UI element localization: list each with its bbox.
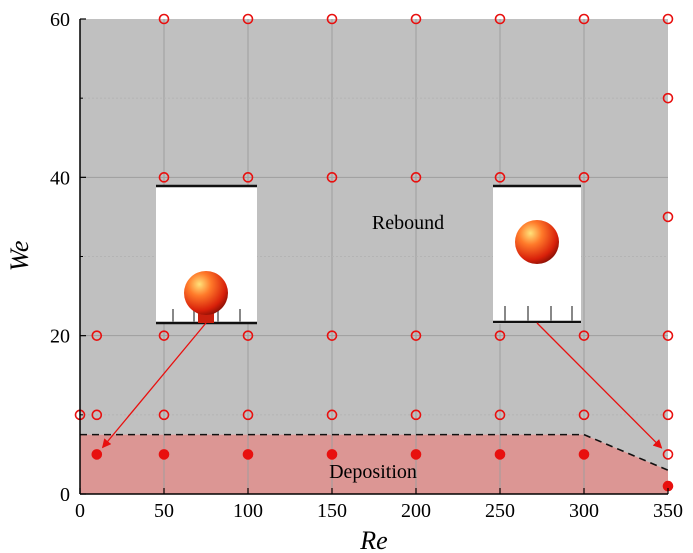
data-point-rebound [326, 172, 338, 183]
data-point-rebound [158, 330, 170, 341]
region-rebound [80, 19, 668, 471]
data-point-deposition [158, 449, 170, 460]
data-point-rebound [242, 13, 254, 25]
y-tick-label: 20 [50, 326, 70, 348]
data-point-deposition [410, 449, 422, 460]
data-point-rebound [494, 172, 506, 183]
data-point-rebound [662, 13, 674, 25]
data-point-rebound [326, 409, 338, 421]
droplet-icon [515, 220, 559, 264]
x-tick-label: 0 [75, 500, 85, 522]
data-point-rebound [662, 92, 674, 104]
data-point-rebound [410, 13, 422, 25]
data-point-rebound [662, 330, 674, 341]
x-tick-label: 350 [653, 500, 683, 522]
x-tick-label: 150 [317, 500, 347, 522]
region-label-rebound: Rebound [372, 212, 444, 234]
x-tick-label: 100 [233, 500, 263, 522]
data-point-rebound [242, 330, 254, 341]
x-tick-label: 50 [154, 500, 174, 522]
data-point-rebound [662, 409, 674, 421]
data-point-rebound [242, 172, 254, 183]
data-point-deposition [326, 449, 338, 460]
pillars-2 [504, 306, 573, 321]
data-point-rebound [494, 13, 506, 25]
arrow-inset-rebound [536, 322, 663, 449]
x-tick-label: 200 [401, 500, 431, 522]
region-deposition [80, 434, 668, 494]
data-point-rebound [326, 330, 338, 341]
data-point-rebound [91, 330, 103, 341]
x-tick-label: 250 [485, 500, 515, 522]
data-point-rebound [91, 409, 103, 421]
regions-layer [80, 19, 668, 494]
data-point-rebound [158, 409, 170, 421]
data-point-rebound [242, 409, 254, 421]
points-layer [74, 13, 674, 492]
inset-deposition [156, 184, 257, 325]
data-point-rebound [578, 409, 590, 421]
y-tick-label: 40 [50, 167, 70, 189]
data-point-deposition [242, 449, 254, 460]
x-axis-title: Re [359, 526, 387, 553]
data-point-rebound [578, 13, 590, 25]
y-axis-title: We [5, 241, 34, 272]
data-point-rebound [326, 13, 338, 25]
x-tick-label: 300 [569, 500, 599, 522]
data-point-rebound [494, 330, 506, 341]
data-point-deposition [578, 449, 590, 460]
data-point-rebound [662, 449, 674, 460]
data-point-deposition [91, 449, 103, 460]
data-point-deposition [494, 449, 506, 460]
y-tick-label: 0 [60, 484, 70, 506]
inset-rebound [493, 184, 581, 324]
phase-boundary-line [80, 433, 669, 471]
insets-layer [156, 184, 581, 325]
ticks-layer: 0 50 100 150 200 250 300 350 0 20 40 60 [50, 9, 683, 522]
data-point-rebound [494, 409, 506, 421]
data-point-rebound [410, 409, 422, 421]
arrow-inset-deposition [101, 322, 207, 449]
data-point-rebound [578, 172, 590, 183]
grid-layer [80, 19, 668, 494]
data-point-rebound [158, 172, 170, 183]
region-label-deposition: Deposition [329, 461, 417, 483]
boundary-layer [80, 433, 669, 471]
data-point-rebound [158, 13, 170, 25]
data-point-rebound [410, 172, 422, 183]
data-point-rebound [578, 330, 590, 341]
data-point-rebound [662, 211, 674, 223]
y-tick-label: 60 [50, 9, 70, 31]
droplet-icon [184, 271, 228, 315]
arrows-layer [101, 322, 663, 449]
data-point-rebound [410, 330, 422, 341]
